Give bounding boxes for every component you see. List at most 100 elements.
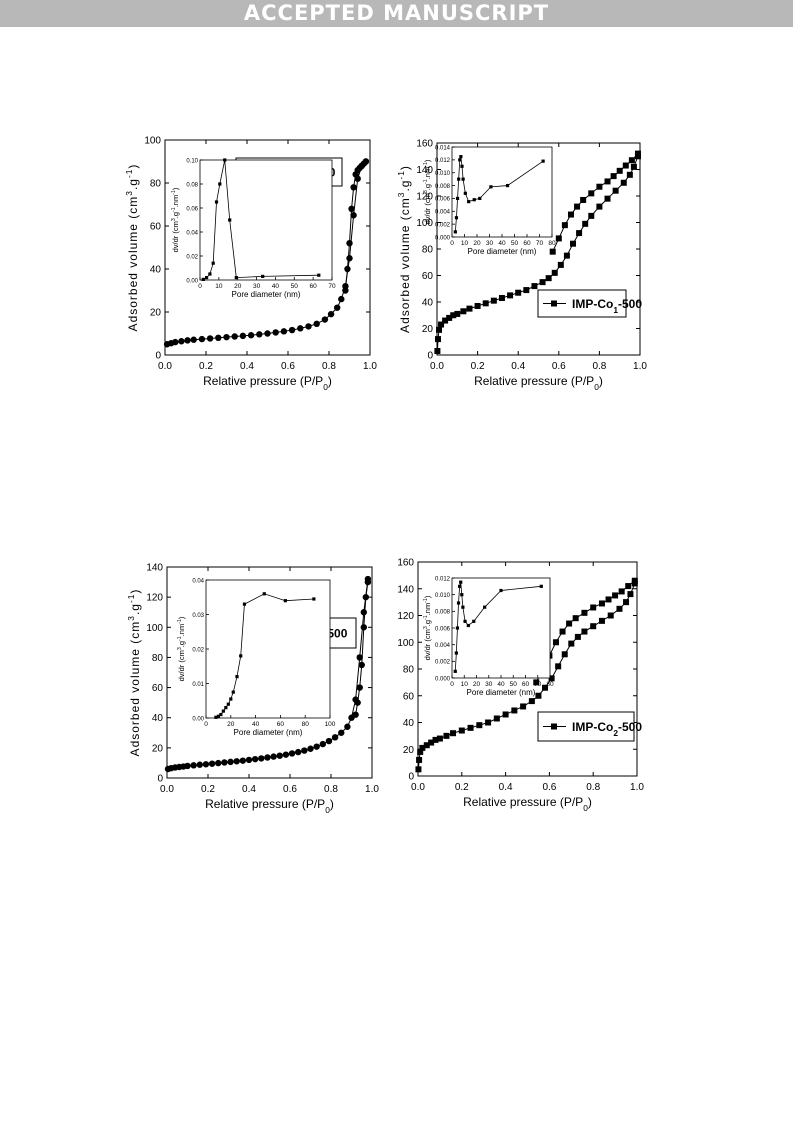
y-tick-label: 160	[416, 139, 433, 150]
data-point	[568, 640, 575, 647]
x-tick-label: 1.0	[633, 361, 647, 372]
data-point	[612, 592, 619, 599]
x-tick-label: 0.2	[471, 361, 485, 372]
inset-x-tick-label: 20	[234, 283, 242, 290]
data-point	[596, 183, 603, 190]
inset-data-point	[214, 200, 219, 204]
data-point	[580, 196, 587, 203]
x-tick-label: 0.0	[411, 782, 425, 793]
y-tick-label: 140	[146, 563, 163, 574]
inset-data-point	[226, 702, 230, 706]
inset-y-tick-label: 0.02	[186, 254, 198, 260]
x-axis-label: Relative pressure (P/P0)	[463, 795, 592, 813]
inset-x-tick-label: 30	[253, 283, 261, 290]
data-point	[428, 739, 435, 746]
data-point	[502, 711, 509, 718]
legend-marker	[551, 300, 557, 307]
accepted-manuscript-banner: ACCEPTED MANUSCRIPT	[0, 0, 793, 27]
data-point	[618, 588, 625, 595]
data-point	[344, 265, 351, 273]
inset-x-tick-label: 30	[485, 681, 493, 688]
y-tick-label: 60	[152, 683, 164, 694]
data-point	[474, 302, 481, 309]
data-point	[352, 711, 359, 718]
inset-x-tick-label: 80	[548, 240, 556, 247]
data-point	[598, 600, 605, 607]
data-point	[567, 211, 574, 218]
inset-y-tick-label: 0.002	[435, 222, 451, 228]
data-point	[239, 757, 247, 764]
data-point	[342, 287, 349, 294]
inset-x-tick-label: 70	[536, 240, 544, 247]
inset-data-point	[461, 177, 465, 181]
data-point	[458, 727, 465, 734]
y-tick-label: 60	[422, 271, 434, 282]
data-point	[623, 599, 630, 606]
data-point	[563, 252, 570, 259]
inset-data-point	[453, 230, 457, 234]
data-point	[288, 326, 296, 334]
data-point	[607, 612, 614, 619]
inset-data-point	[228, 218, 232, 222]
inset-data-point	[483, 605, 487, 609]
data-point	[531, 283, 538, 290]
inset-y-axis-label: dv/dr (cm3.g-1.nm-1)	[177, 616, 186, 681]
inset-y-tick-label: 0.10	[186, 158, 198, 164]
data-point	[305, 323, 312, 330]
inset-plot: 0 10 20 30 40 50 60 70 800.0000.0020.0040.0060.0…	[423, 145, 556, 256]
data-point	[535, 692, 542, 699]
inset-y-tick-label: 0.00	[186, 278, 198, 284]
plot-frame	[166, 566, 373, 779]
data-point	[348, 205, 355, 212]
x-tick-label: 1.0	[630, 782, 644, 793]
inset-data-point	[312, 597, 316, 601]
x-tick-label: 0.8	[586, 782, 600, 793]
inset-x-tick-label: 0	[198, 283, 202, 290]
data-point	[270, 753, 277, 760]
data-point	[227, 758, 234, 766]
inset-data-point	[211, 261, 215, 265]
y-tick-label: 100	[144, 136, 161, 147]
data-point	[515, 289, 522, 296]
inset-data-point	[221, 709, 225, 713]
inset-y-tick-label: 0.004	[435, 643, 451, 649]
x-tick-label: 0.2	[455, 782, 469, 793]
data-point	[364, 578, 372, 586]
inset-data-point	[463, 191, 467, 195]
inset-x-tick-label: 60	[523, 240, 531, 247]
data-point	[622, 162, 629, 169]
data-point	[358, 661, 365, 669]
data-point	[436, 735, 443, 742]
data-point	[581, 628, 588, 635]
inset-y-tick-label: 0.010	[435, 171, 451, 177]
y-tick-label: 40	[152, 713, 164, 724]
x-tick-label: 0.2	[199, 361, 213, 372]
data-point	[493, 715, 500, 722]
inset-plot: 0 20 40 60 80 100 0.00 0.01 0.02 0.03 0.04 Pore dia…	[177, 578, 336, 737]
inset-x-tick-label: 0	[450, 240, 454, 247]
data-point	[443, 732, 450, 739]
inset-frame	[199, 159, 333, 281]
data-point	[490, 297, 497, 304]
y-tick-label: 80	[152, 653, 164, 664]
data-point	[346, 255, 353, 262]
inset-data-point	[456, 601, 461, 605]
data-point	[435, 336, 442, 343]
panel-p4: 0.0 0.2 0.4 0.6 0.8 1.0020406080100120140160R…	[397, 558, 644, 814]
y-tick-label: 80	[422, 245, 434, 256]
inset-data-point	[261, 274, 265, 278]
inset-data-point	[208, 272, 212, 276]
data-point	[251, 755, 259, 763]
data-point	[178, 338, 185, 345]
inset-data-point	[205, 276, 209, 280]
x-tick-label: 0.0	[430, 361, 444, 372]
data-point	[627, 591, 634, 598]
data-point	[215, 759, 222, 767]
data-point	[450, 730, 457, 737]
inset-y-tick-label: 0.04	[192, 578, 204, 584]
data-point	[604, 195, 611, 202]
data-point	[612, 187, 619, 194]
inset-data-point	[459, 155, 463, 159]
inset-data-point	[453, 669, 457, 673]
